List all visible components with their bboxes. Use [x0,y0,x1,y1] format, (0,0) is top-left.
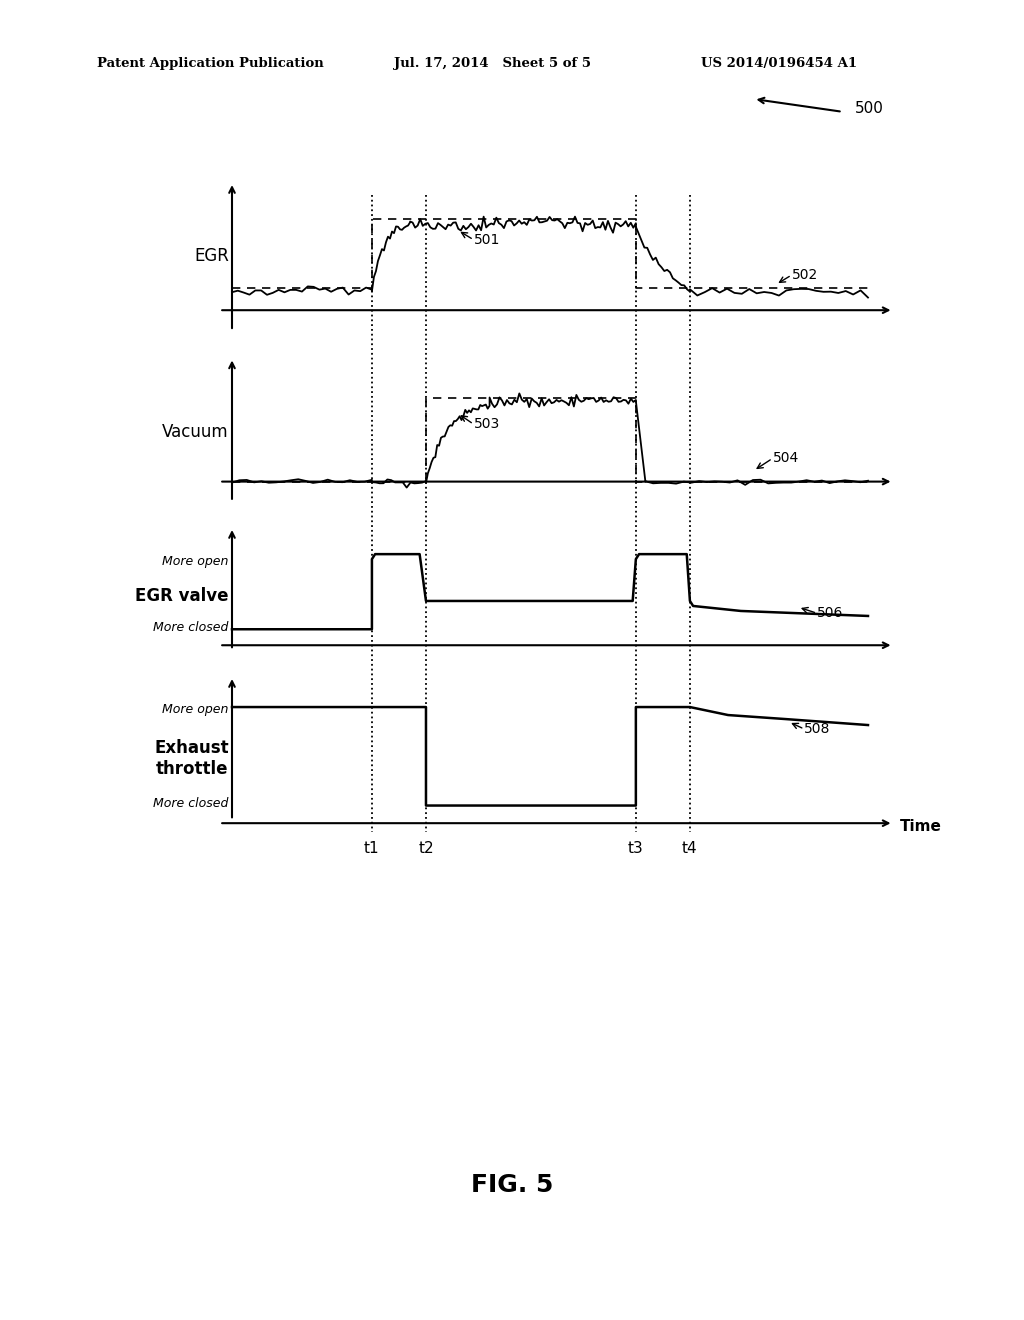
Text: Patent Application Publication: Patent Application Publication [97,57,324,70]
Text: t3: t3 [628,841,644,855]
Text: More closed: More closed [154,797,228,810]
Text: t1: t1 [365,841,380,855]
Text: More closed: More closed [154,620,228,634]
Text: Vacuum: Vacuum [162,422,228,441]
Text: 504: 504 [772,451,799,466]
Text: t4: t4 [682,841,697,855]
Text: More open: More open [163,702,228,715]
Text: US 2014/0196454 A1: US 2014/0196454 A1 [701,57,857,70]
Text: 501: 501 [474,232,500,247]
Text: FIG. 5: FIG. 5 [471,1173,553,1197]
Text: Jul. 17, 2014   Sheet 5 of 5: Jul. 17, 2014 Sheet 5 of 5 [394,57,591,70]
Text: t2: t2 [418,841,434,855]
Text: 502: 502 [792,268,818,282]
Text: Time: Time [900,818,942,834]
Text: EGR valve: EGR valve [135,587,228,605]
Text: Exhaust
throttle: Exhaust throttle [155,739,228,777]
Text: 503: 503 [474,417,500,432]
Text: EGR: EGR [194,247,228,265]
Text: 508: 508 [805,722,830,737]
Text: More open: More open [163,554,228,568]
Text: 500: 500 [855,102,884,116]
Text: 506: 506 [817,606,844,620]
